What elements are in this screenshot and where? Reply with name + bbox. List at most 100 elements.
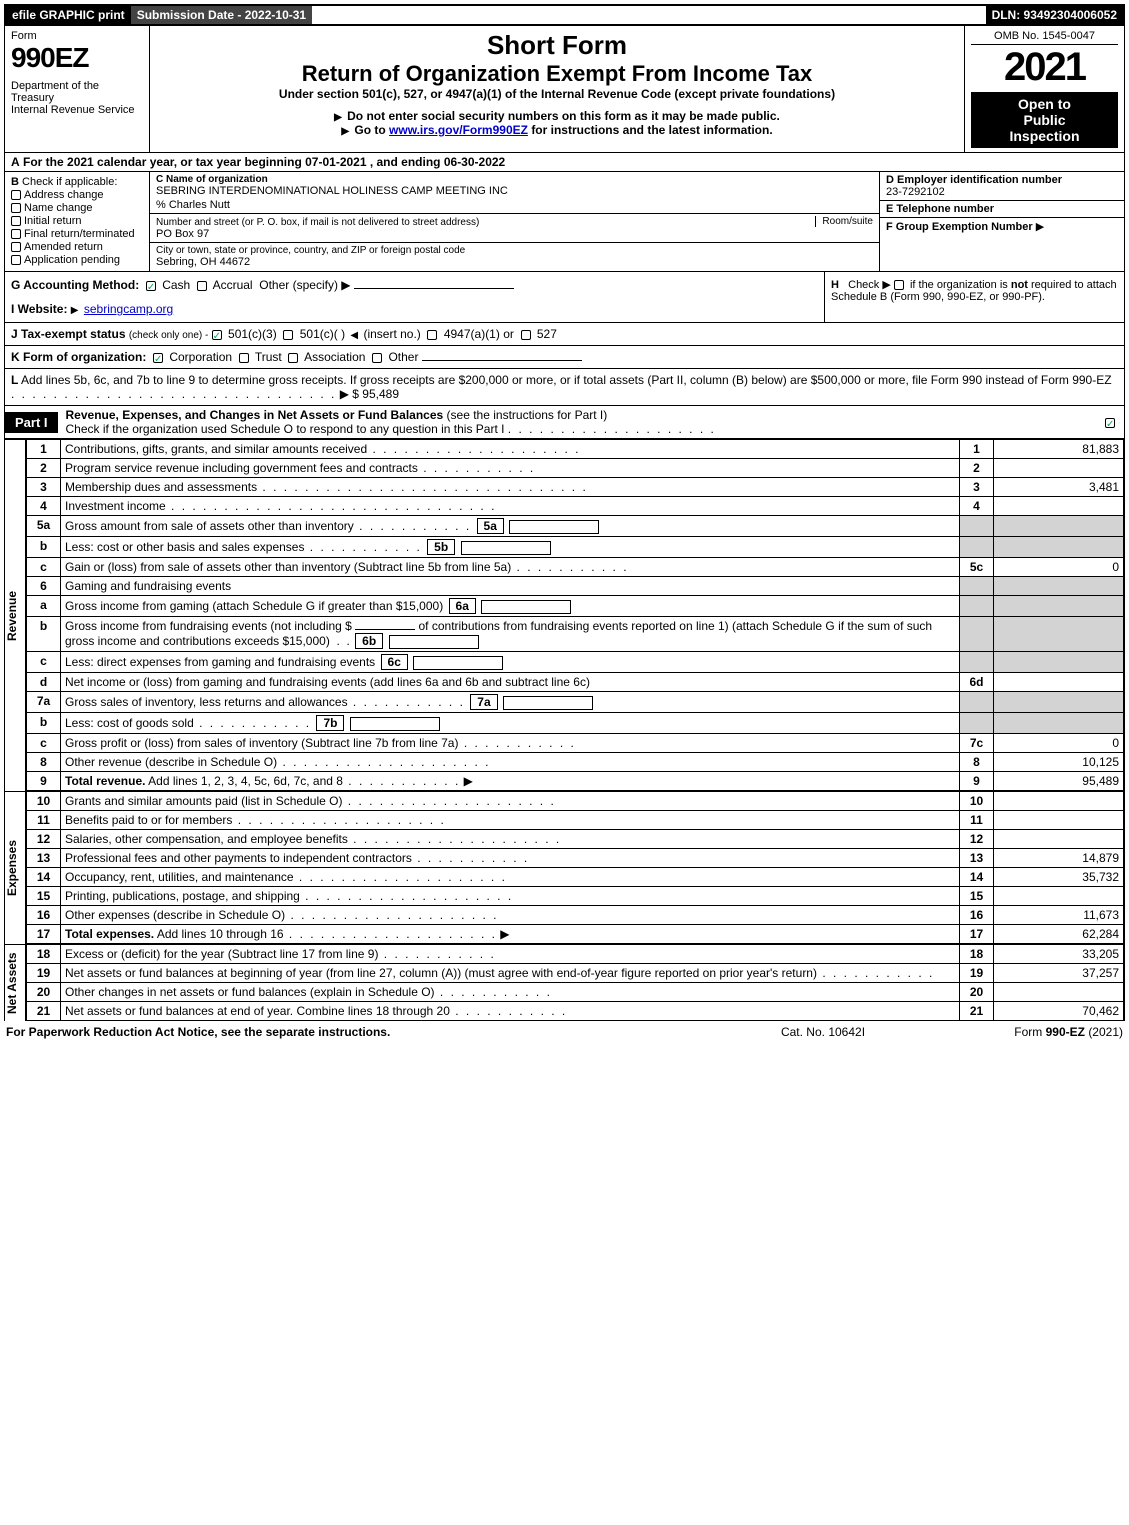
cash-label: Cash <box>162 278 190 292</box>
line-num: c <box>27 652 61 673</box>
line-5a: 5a Gross amount from sale of assets othe… <box>27 516 1124 537</box>
checkbox-final-return[interactable] <box>11 229 21 239</box>
revenue-table: 1 Contributions, gifts, grants, and simi… <box>26 439 1124 791</box>
j-hint: (check only one) - <box>129 330 208 341</box>
phone-block: E Telephone number <box>880 201 1124 218</box>
line-desc: Less: cost of goods sold 7b <box>61 713 960 734</box>
form-word: Form <box>11 30 143 42</box>
checkbox-amended-return[interactable] <box>11 242 21 252</box>
checkbox-527[interactable] <box>521 330 531 340</box>
other-specify-field[interactable] <box>354 288 514 289</box>
checkbox-501c[interactable] <box>283 330 293 340</box>
amount-shade <box>994 652 1124 673</box>
spacer <box>312 6 985 24</box>
ref-num-shade <box>960 617 994 652</box>
amount: 10,125 <box>994 753 1124 772</box>
irs-link[interactable]: www.irs.gov/Form990EZ <box>389 123 528 137</box>
checkbox-corporation[interactable] <box>153 353 163 363</box>
line-desc: Other expenses (describe in Schedule O) <box>61 906 960 925</box>
checkbox-association[interactable] <box>288 353 298 363</box>
k-trust: Trust <box>255 350 282 364</box>
line-16: 16 Other expenses (describe in Schedule … <box>27 906 1124 925</box>
checkbox-initial-return[interactable] <box>11 216 21 226</box>
ref-num: 12 <box>960 830 994 849</box>
mid-amount-box <box>413 656 503 670</box>
line-num: 6 <box>27 577 61 596</box>
ref-num: 7c <box>960 734 994 753</box>
accounting-method: G Accounting Method: Cash Accrual Other … <box>5 272 824 322</box>
amount: 3,481 <box>994 478 1124 497</box>
netassets-section: Net Assets 18 Excess or (deficit) for th… <box>4 944 1125 1021</box>
line-6c: c Less: direct expenses from gaming and … <box>27 652 1124 673</box>
line-desc: Net assets or fund balances at beginning… <box>61 964 960 983</box>
mid-ref: 5b <box>427 539 455 555</box>
j-opt1: 501(c)(3) <box>228 327 277 341</box>
checkbox-not-required[interactable] <box>894 280 904 290</box>
g-label: G Accounting Method: <box>11 278 139 292</box>
mid-ref: 7a <box>470 694 497 710</box>
open-line2: Public <box>973 112 1116 128</box>
checkbox-address-change[interactable] <box>11 190 21 200</box>
line-7b: b Less: cost of goods sold 7b <box>27 713 1124 734</box>
expenses-side-label: Expenses <box>4 791 26 944</box>
checkbox-cash[interactable] <box>146 281 156 291</box>
ref-num: 13 <box>960 849 994 868</box>
mid-amount-box <box>503 696 593 710</box>
submission-date: Submission Date - 2022-10-31 <box>131 6 312 24</box>
row-gh: G Accounting Method: Cash Accrual Other … <box>4 272 1125 323</box>
part1-tab: Part I <box>5 412 58 433</box>
checkbox-name-change[interactable] <box>11 203 21 213</box>
amount: 95,489 <box>994 772 1124 791</box>
row-a-tax-year: A For the 2021 calendar year, or tax yea… <box>4 153 1125 172</box>
line-10: 10 Grants and similar amounts paid (list… <box>27 792 1124 811</box>
header-left: Form 990EZ Department of the Treasury In… <box>5 26 150 152</box>
checkbox-trust[interactable] <box>239 353 249 363</box>
ref-num-shade <box>960 713 994 734</box>
checkbox-4947[interactable] <box>427 330 437 340</box>
checkbox-other-org[interactable] <box>372 353 382 363</box>
line-desc: Less: cost or other basis and sales expe… <box>61 537 960 558</box>
ein-value: 23-7292102 <box>886 186 1118 198</box>
f-label: F Group Exemption Number <box>886 221 1033 233</box>
line-num: 7a <box>27 692 61 713</box>
amount: 62,284 <box>994 925 1124 944</box>
line-desc: Net assets or fund balances at end of ye… <box>61 1002 960 1021</box>
return-title: Return of Organization Exempt From Incom… <box>156 61 958 87</box>
line-desc: Investment income <box>61 497 960 516</box>
checkbox-accrual[interactable] <box>197 281 207 291</box>
website-link[interactable]: sebringcamp.org <box>84 302 173 316</box>
ref-num: 16 <box>960 906 994 925</box>
addr-hint: Number and street (or P. O. box, if mail… <box>156 217 479 228</box>
arrow-icon <box>334 109 344 123</box>
ref-num: 5c <box>960 558 994 577</box>
ref-num-shade <box>960 596 994 617</box>
line-num: 19 <box>27 964 61 983</box>
line-5b: b Less: cost or other basis and sales ex… <box>27 537 1124 558</box>
contrib-amount-field[interactable] <box>355 629 415 630</box>
checkbox-schedule-o[interactable] <box>1105 418 1115 428</box>
city-hint: City or town, state or province, country… <box>156 245 873 256</box>
row-j: J Tax-exempt status (check only one) - 5… <box>4 323 1125 346</box>
check-list: Address change Name change Initial retur… <box>11 189 143 266</box>
mid-ref: 7b <box>316 715 344 731</box>
amount: 0 <box>994 734 1124 753</box>
l-label: L <box>11 373 18 387</box>
line-desc: Gain or (loss) from sale of assets other… <box>61 558 960 577</box>
dots <box>11 387 336 401</box>
check-label: Amended return <box>24 241 103 253</box>
line-num: 21 <box>27 1002 61 1021</box>
form-number: 990EZ <box>11 42 143 74</box>
amount-shade <box>994 692 1124 713</box>
ref-num: 17 <box>960 925 994 944</box>
line-desc: Net income or (loss) from gaming and fun… <box>61 673 960 692</box>
amount: 14,879 <box>994 849 1124 868</box>
efile-label[interactable]: efile GRAPHIC print <box>6 6 131 24</box>
group-exemption-block: F Group Exemption Number ▶ <box>880 218 1124 235</box>
other-org-field[interactable] <box>422 360 582 361</box>
col-b: B Check if applicable: Address change Na… <box>5 172 150 271</box>
checkbox-application-pending[interactable] <box>11 255 21 265</box>
j-opt4: 527 <box>537 327 557 341</box>
h-text2: if the organization is <box>910 279 1011 291</box>
checkbox-501c3[interactable] <box>212 330 222 340</box>
h-text1: Check ▶ <box>848 279 891 291</box>
